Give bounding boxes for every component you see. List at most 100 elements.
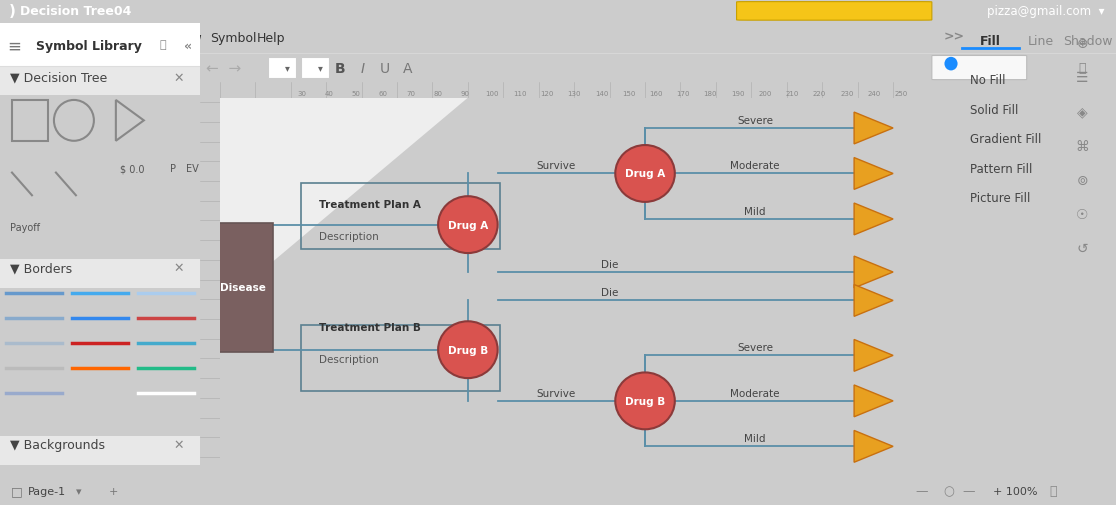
Text: P: P	[170, 164, 176, 174]
Text: Edit: Edit	[45, 32, 69, 45]
Text: ☉: ☉	[1076, 207, 1088, 221]
FancyBboxPatch shape	[0, 24, 200, 67]
Text: ▾: ▾	[76, 486, 81, 496]
Text: Fill: Fill	[980, 35, 1001, 48]
Text: 180: 180	[704, 91, 718, 97]
Text: +: +	[95, 486, 118, 496]
Text: 70: 70	[406, 91, 415, 97]
Text: 80: 80	[433, 91, 442, 97]
Text: pizza@gmail.com  ▾: pizza@gmail.com ▾	[988, 6, 1105, 18]
Ellipse shape	[944, 58, 958, 71]
Text: I: I	[360, 62, 365, 75]
Text: Shadow: Shadow	[1064, 35, 1113, 48]
Text: Payoff: Payoff	[10, 223, 40, 233]
Text: Survive: Survive	[537, 161, 576, 171]
Ellipse shape	[615, 373, 675, 429]
Text: Decision Tree04: Decision Tree04	[20, 6, 132, 18]
Text: 200: 200	[758, 91, 771, 97]
Text: Page-1: Page-1	[28, 486, 66, 496]
Text: ▾: ▾	[318, 64, 324, 73]
Text: >>: >>	[943, 30, 964, 43]
Text: 🔍: 🔍	[1079, 62, 1086, 75]
Text: «: «	[184, 39, 192, 53]
Polygon shape	[854, 340, 893, 372]
Text: Treatment Plan A: Treatment Plan A	[319, 199, 421, 210]
Text: Moderate: Moderate	[730, 388, 780, 398]
Text: ⌘: ⌘	[1076, 139, 1089, 153]
Text: 160: 160	[650, 91, 663, 97]
Polygon shape	[220, 98, 468, 307]
Text: 150: 150	[622, 91, 635, 97]
Ellipse shape	[439, 197, 498, 254]
Ellipse shape	[615, 146, 675, 203]
FancyBboxPatch shape	[932, 57, 1027, 80]
Text: ⤢: ⤢	[1049, 484, 1057, 497]
Text: Disease: Disease	[220, 283, 266, 292]
Polygon shape	[854, 204, 893, 235]
Text: Gradient Fill: Gradient Fill	[970, 133, 1041, 146]
Text: 110: 110	[513, 91, 527, 97]
Text: 40: 40	[325, 91, 334, 97]
Text: U: U	[379, 62, 391, 75]
Text: View: View	[173, 32, 203, 45]
Text: ▶ Present: ▶ Present	[952, 64, 1006, 73]
Text: B: B	[335, 62, 346, 75]
Ellipse shape	[439, 322, 498, 378]
Text: Solid Fill: Solid Fill	[970, 104, 1018, 116]
Text: ☰: ☰	[1076, 71, 1088, 85]
Text: A: A	[403, 62, 412, 75]
Text: Insert: Insert	[84, 32, 119, 45]
Text: 140: 140	[595, 91, 608, 97]
Text: Severe: Severe	[737, 342, 773, 352]
Text: 240: 240	[867, 91, 881, 97]
Text: Layout: Layout	[128, 32, 171, 45]
Text: Drug A: Drug A	[625, 169, 665, 179]
Text: 60: 60	[379, 91, 388, 97]
Text: 30: 30	[297, 91, 306, 97]
Polygon shape	[854, 158, 893, 190]
Polygon shape	[854, 385, 893, 417]
Text: ▼ Backgrounds: ▼ Backgrounds	[10, 438, 105, 451]
Text: No Fill: No Fill	[970, 74, 1006, 87]
Text: Mild: Mild	[744, 206, 766, 216]
Text: Drug B: Drug B	[448, 345, 488, 355]
Text: EV: EV	[185, 164, 199, 174]
Text: Pattern Fill: Pattern Fill	[970, 162, 1032, 175]
Text: Help: Help	[257, 32, 286, 45]
Text: ↺: ↺	[1077, 241, 1088, 255]
Text: 100: 100	[485, 91, 499, 97]
Text: Drug B: Drug B	[625, 396, 665, 406]
Text: ≡: ≡	[7, 37, 21, 55]
Text: ✕: ✕	[173, 262, 184, 275]
Text: ○: ○	[943, 484, 954, 497]
Text: 130: 130	[567, 91, 581, 97]
Text: 190: 190	[731, 91, 744, 97]
Text: 220: 220	[812, 91, 826, 97]
Text: ⊚: ⊚	[1077, 173, 1088, 187]
Text: ✕: ✕	[173, 438, 184, 451]
Text: Mild: Mild	[744, 433, 766, 443]
FancyBboxPatch shape	[0, 259, 200, 289]
Text: ←  →: ← →	[206, 61, 242, 76]
Polygon shape	[854, 285, 893, 317]
Text: 230: 230	[840, 91, 854, 97]
Text: Description: Description	[319, 355, 378, 365]
Text: * Upgrade to Premium Version: * Upgrade to Premium Version	[744, 7, 924, 17]
Text: $ 0.0: $ 0.0	[119, 164, 144, 174]
Polygon shape	[854, 257, 893, 288]
FancyBboxPatch shape	[0, 67, 200, 96]
Text: ✕: ✕	[173, 71, 184, 84]
Text: ▼ Decision Tree: ▼ Decision Tree	[10, 71, 107, 84]
Text: Description: Description	[319, 232, 378, 241]
Text: 50: 50	[352, 91, 360, 97]
Text: —: —	[962, 484, 974, 497]
Text: Line: Line	[1028, 35, 1055, 48]
Text: 120: 120	[540, 91, 554, 97]
Text: Symbol Library: Symbol Library	[36, 39, 142, 53]
Text: File: File	[11, 32, 32, 45]
Text: 170: 170	[676, 91, 690, 97]
Text: —: —	[915, 484, 927, 497]
Text: Moderate: Moderate	[730, 161, 780, 171]
Text: ◈: ◈	[1077, 105, 1088, 119]
Text: Drug A: Drug A	[448, 220, 488, 230]
